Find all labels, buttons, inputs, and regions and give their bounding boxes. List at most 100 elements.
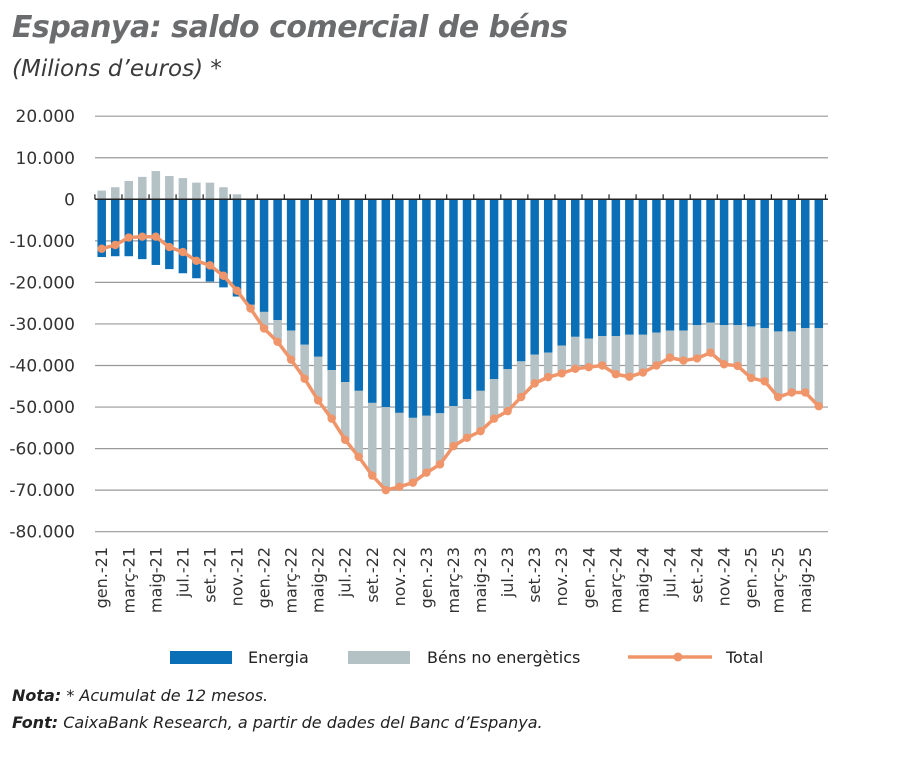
bar-energia [151,199,161,265]
total-point [246,304,255,313]
total-point [395,482,404,492]
bar-no-energetics [313,356,323,401]
source-text: CaixaBank Research, a partir de dades de… [58,713,543,732]
bar-energia [746,199,756,327]
bar-no-energetics [205,182,215,200]
total-point [449,441,458,451]
total-point [422,468,431,477]
bar-energia [489,199,499,380]
total-point [381,485,391,495]
bar-energia [97,199,106,258]
total-point [97,244,106,253]
x-tick-label: jul.-24 [660,547,679,598]
x-tick-label: set.-21 [200,547,219,603]
bar-energia [706,199,715,323]
bar-no-energetics [381,407,391,491]
bar-no-energetics [760,328,769,382]
x-tick-label: nov.-24 [715,547,734,606]
total-point [557,369,566,378]
y-tick-label: 10.000 [16,149,75,169]
x-tick-label: març-22 [282,547,301,614]
bar-no-energetics [692,325,702,359]
bar-energia [760,199,769,329]
bar-no-energetics [232,194,242,200]
bar-no-energetics [462,399,472,438]
bar-energia [313,199,323,357]
bar-energia [300,199,309,345]
legend-label-no-energetics: Béns no energètics [427,648,580,667]
bar-no-energetics [435,413,445,465]
bar-energia [611,199,621,336]
bar-no-energetics [773,331,783,398]
bar-energia [219,199,228,288]
bar-energia [259,199,269,312]
bar-no-energetics [259,311,269,329]
bar-no-energetics [733,325,742,366]
x-tick-label: març-21 [119,547,138,614]
legend-label-total: Total [725,648,763,667]
x-tick-label: maig-25 [796,547,815,613]
total-point [746,373,756,383]
total-point [476,426,485,436]
total-point [692,354,702,363]
bar-energia [286,199,296,331]
x-tick-label: maig-21 [146,547,165,613]
x-tick-label: maig-24 [633,547,652,613]
bar-no-energetics [449,406,458,447]
x-tick-label: maig-23 [471,547,490,613]
bar-no-energetics [638,334,648,373]
total-point [165,242,174,252]
total-point [286,355,296,364]
bar-energia [205,199,215,282]
total-point [814,402,823,411]
x-tick-label: nov.-21 [228,547,247,606]
bar-no-energetics [408,417,418,483]
total-point [679,356,688,365]
bar-no-energetics [138,176,147,200]
bar-no-energetics [368,402,377,476]
total-point [625,372,634,381]
legend-swatch-no-energetics [348,651,410,664]
total-point [232,286,242,295]
bar-energia [652,199,661,333]
bar-energia [110,199,120,257]
total-point [273,337,282,347]
y-tick-label: -50.000 [9,398,75,418]
chart-title: Espanya: saldo comercial de béns [12,10,568,45]
bar-energia [773,199,783,332]
bar-energia [665,199,675,331]
bar-energia [516,199,526,362]
bar-no-energetics [503,369,512,412]
bar-no-energetics [354,390,364,457]
total-point [462,433,472,442]
legend-label-energia: Energia [248,648,309,667]
x-tick-label: jul.-23 [498,547,517,598]
total-point [598,361,607,370]
bar-energia [692,199,702,326]
bar-energia [530,199,539,355]
bar-energia [381,199,391,408]
bar-no-energetics [665,330,675,358]
bar-energia [719,199,729,326]
x-tick-label: jul.-21 [173,547,192,598]
total-point [489,414,499,423]
bar-no-energetics [571,336,580,369]
total-point [192,256,201,265]
bar-no-energetics [192,182,201,200]
total-point [219,271,228,280]
y-tick-label: 20.000 [16,107,75,127]
total-point [665,353,675,362]
bar-energia [273,199,282,321]
total-point [435,460,445,469]
total-point [543,372,553,382]
bar-energia [814,199,824,329]
x-tick-label: gen.-23 [417,547,436,608]
bar-energia [557,199,566,346]
x-tick-label: set.-22 [363,547,382,603]
bar-energia [503,199,512,370]
total-point [124,233,133,242]
bar-energia [679,199,688,331]
total-point [787,388,796,397]
